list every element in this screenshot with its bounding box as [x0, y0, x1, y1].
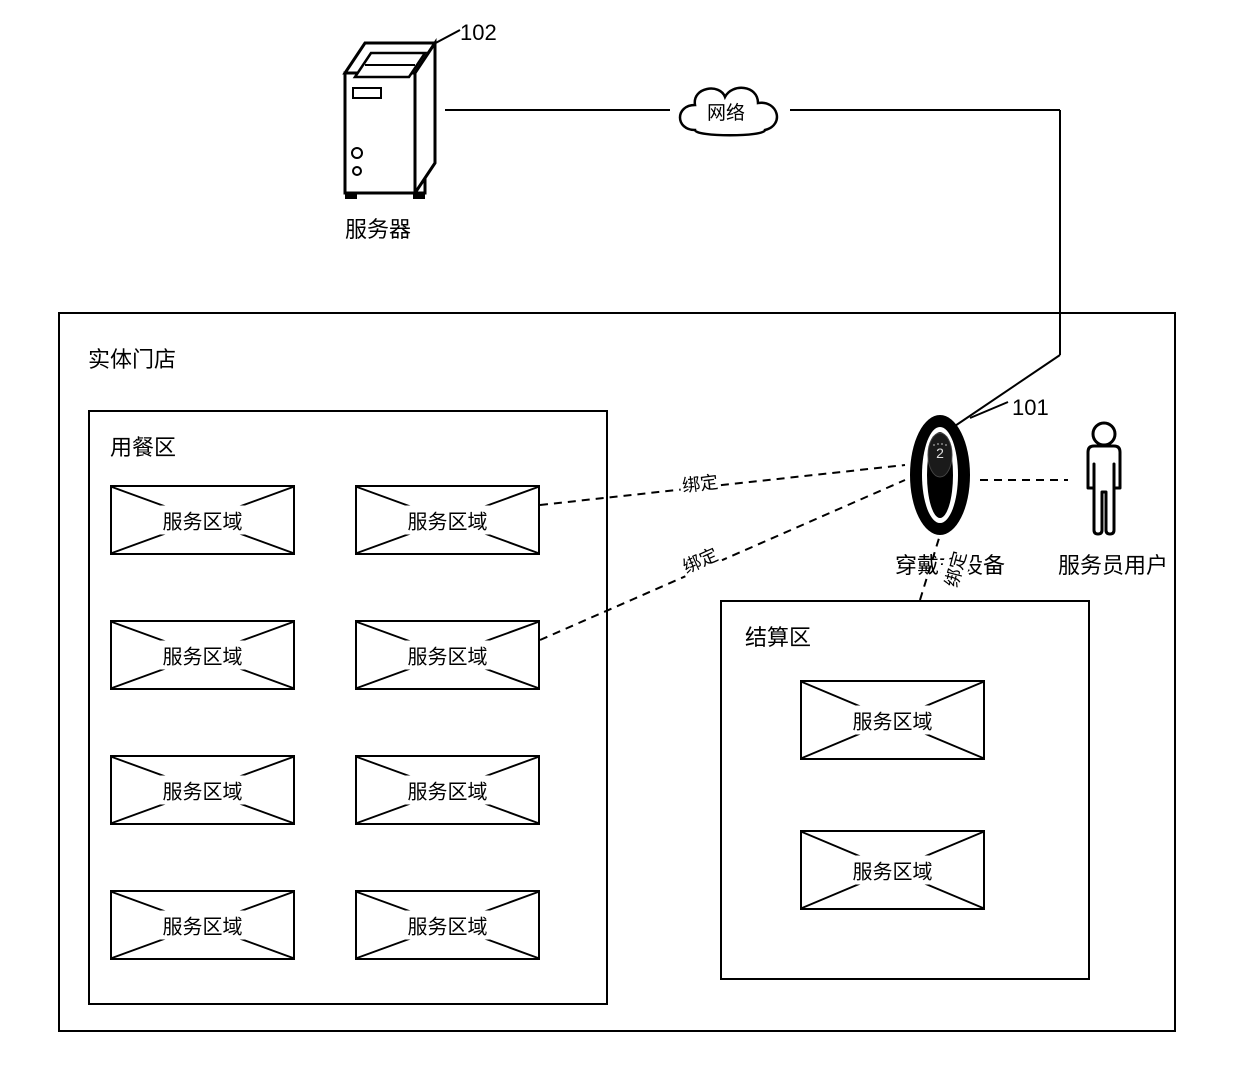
service-area-label: 服务区域 [849, 706, 937, 735]
service-area-box: 服务区域 [800, 830, 985, 910]
service-area-label: 服务区域 [159, 641, 247, 670]
service-area-label: 服务区域 [404, 641, 492, 670]
service-area-label: 服务区域 [404, 776, 492, 805]
network-label: 网络 [707, 98, 745, 125]
server-ref-number: 102 [460, 20, 497, 46]
person-caption: 服务员用户 [1058, 548, 1168, 580]
checkout-area-title: 结算区 [745, 620, 811, 652]
dining-area-title: 用餐区 [110, 430, 176, 462]
service-area-box: 服务区域 [355, 485, 540, 555]
service-area-box: 服务区域 [355, 620, 540, 690]
service-area-label: 服务区域 [159, 911, 247, 940]
service-area-box: 服务区域 [800, 680, 985, 760]
service-area-box: 服务区域 [110, 755, 295, 825]
service-area-box: 服务区域 [110, 890, 295, 960]
diagram-canvas: 102 服务器 网络 实体门店 用餐区 服务区域服务区域服务区域服务区域服务区域… [0, 0, 1240, 1088]
service-area-label: 服务区域 [159, 776, 247, 805]
service-area-label: 服务区域 [159, 506, 247, 535]
service-area-label: 服务区域 [404, 506, 492, 535]
server-icon [335, 33, 445, 203]
service-area-label: 服务区域 [849, 856, 937, 885]
wearable-ref-number: 101 [1012, 395, 1049, 421]
wearable-icon: 2 [905, 410, 975, 540]
service-area-box: 服务区域 [110, 620, 295, 690]
service-area-box: 服务区域 [110, 485, 295, 555]
svg-text:2: 2 [936, 445, 944, 461]
service-area-box: 服务区域 [355, 890, 540, 960]
service-area-box: 服务区域 [355, 755, 540, 825]
server-caption: 服务器 [345, 212, 411, 244]
service-area-label: 服务区域 [404, 911, 492, 940]
person-icon [1072, 420, 1136, 540]
checkout-area-container [720, 600, 1090, 980]
bind-label: 绑定 [679, 468, 722, 499]
store-title: 实体门店 [88, 342, 176, 374]
